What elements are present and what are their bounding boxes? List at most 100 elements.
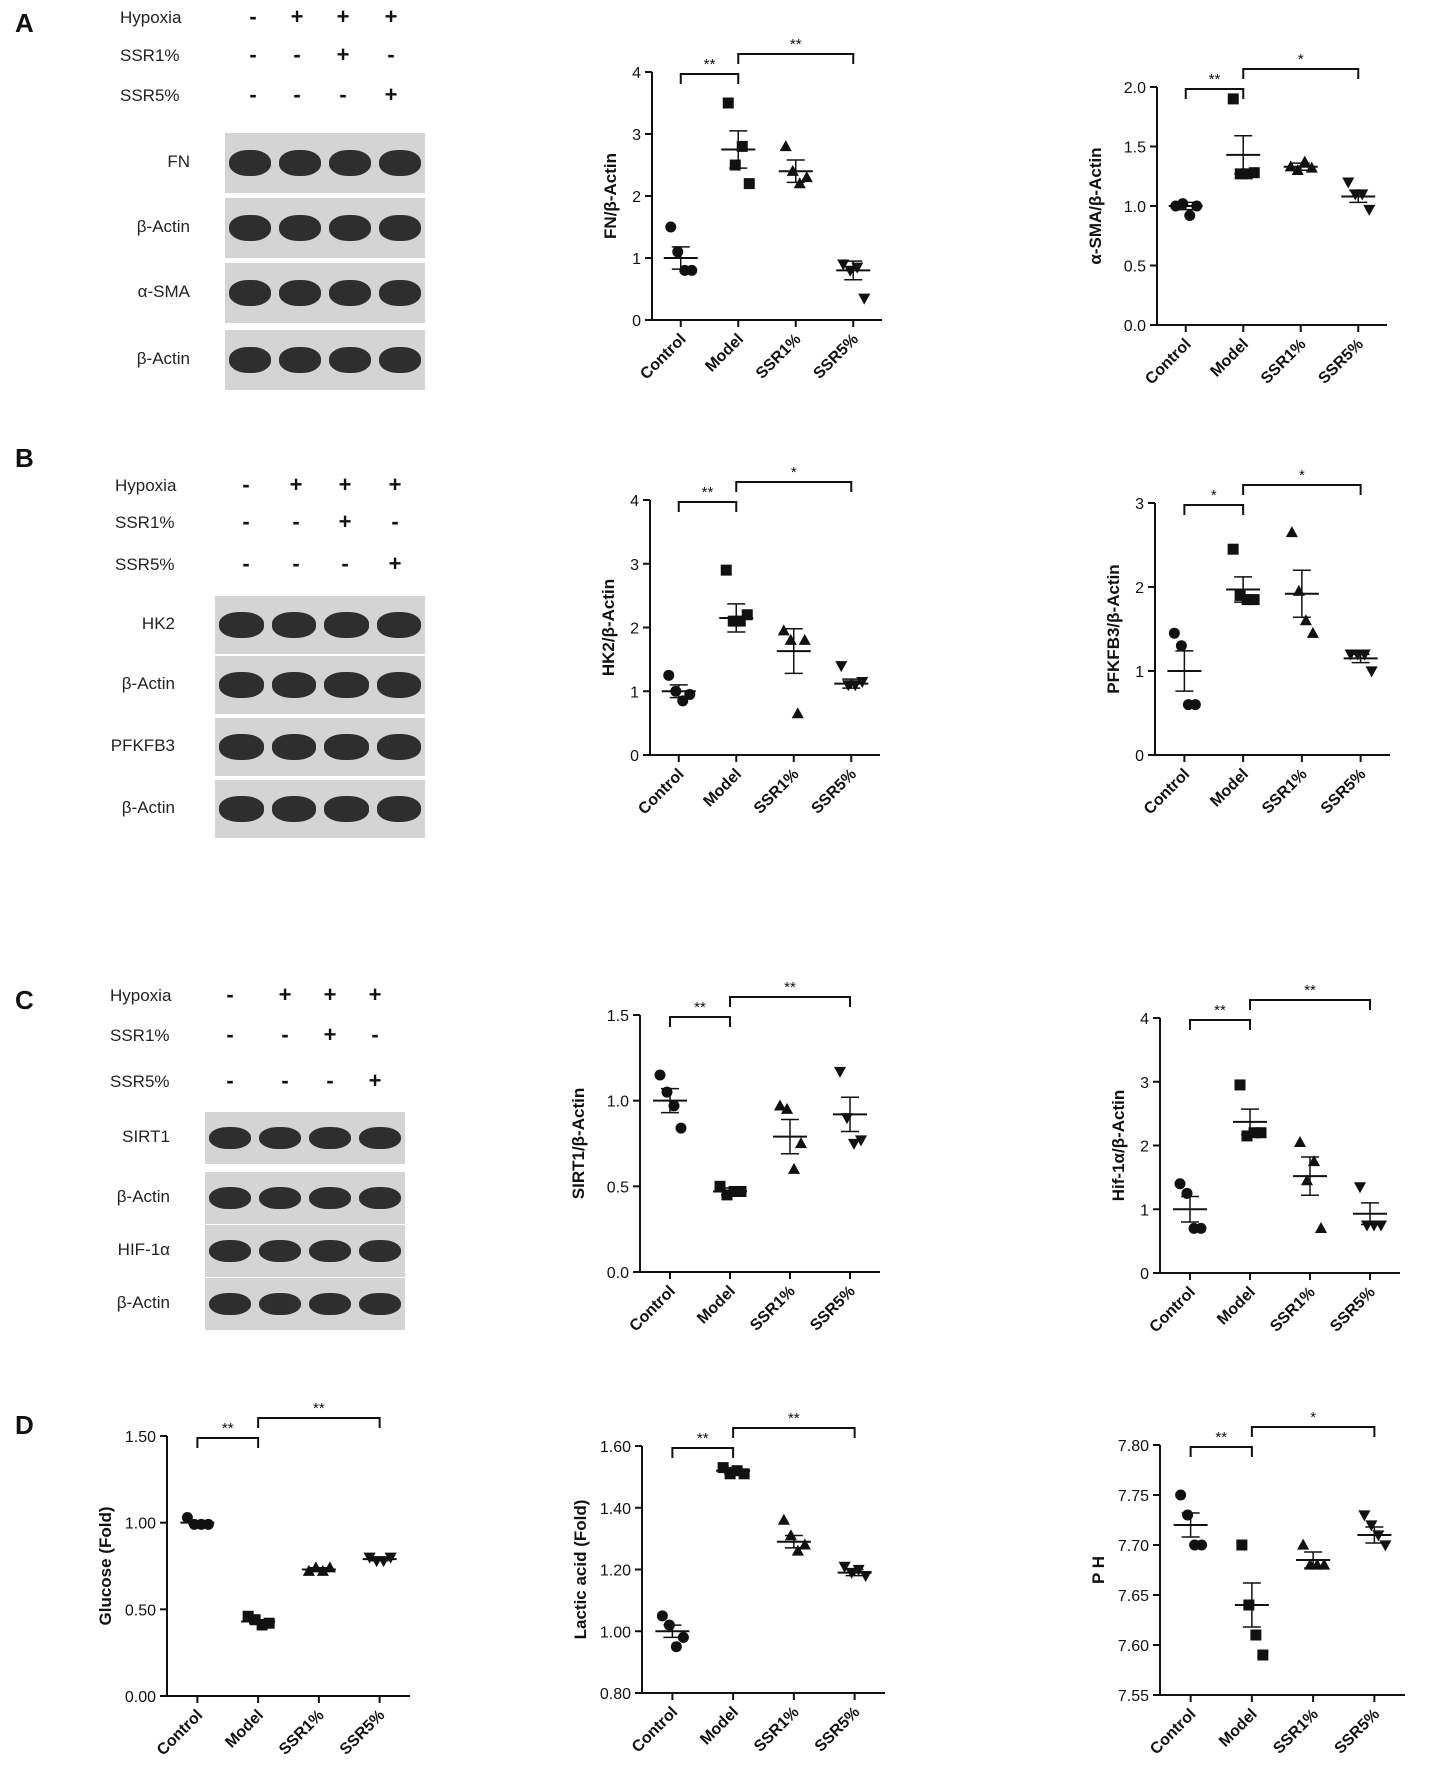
data-point	[1236, 1539, 1248, 1551]
data-point	[784, 633, 797, 645]
data-point	[852, 1564, 865, 1576]
condition-sign: -	[292, 509, 300, 534]
x-tick-label: SSR5%	[810, 331, 862, 383]
x-tick-label: SSR1%	[1258, 336, 1310, 388]
data-point	[859, 1571, 872, 1582]
significance-bracket	[729, 996, 851, 1007]
blot-band	[359, 1292, 401, 1316]
blot-band	[219, 672, 264, 698]
blot-band	[309, 1292, 351, 1316]
data-point	[791, 707, 804, 719]
y-tick-label: 0	[1140, 1266, 1149, 1283]
data-point	[1306, 626, 1319, 638]
significance-bracket	[1242, 484, 1362, 495]
condition-sign: +	[323, 1022, 337, 1047]
condition-label-ssr1: SSR1%	[110, 1026, 170, 1045]
significance-label: **	[1215, 1429, 1227, 1446]
blot-band	[324, 796, 369, 822]
data-point	[1248, 594, 1260, 606]
band-label-actin: β-Actin	[121, 674, 175, 693]
significance-label: **	[694, 999, 706, 1016]
x-tick-label: Model	[697, 1704, 742, 1749]
data-point	[734, 615, 746, 627]
condition-sign: +	[338, 509, 352, 534]
y-tick-label: 1.50	[125, 1429, 156, 1446]
blot-band	[379, 149, 421, 177]
x-tick-label: Control	[637, 331, 689, 383]
y-tick-label: 0.0	[1124, 318, 1146, 335]
blot-band	[376, 612, 421, 638]
y-tick-label: 3	[1135, 496, 1144, 513]
y-tick-label: 4	[630, 493, 639, 510]
y-tick-label: 0.0	[607, 1265, 629, 1282]
chart-asma-actin: 0.0 0.5 1.0 1.5 2.0 α-SMA/β-Actin Control Model…	[1086, 51, 1387, 388]
significance-label: **	[790, 36, 802, 53]
blot-band	[229, 149, 271, 177]
significance-label: **	[784, 979, 796, 996]
data-point	[1365, 666, 1378, 678]
condition-sign: +	[278, 982, 292, 1007]
significance-bracket	[732, 1427, 856, 1438]
band-label-hk2: HK2	[141, 614, 175, 633]
significance-bracket	[1249, 999, 1371, 1010]
band-label-pfkfb3: PFKFB3	[110, 736, 175, 755]
data-point	[1379, 1540, 1392, 1552]
data-point	[1175, 1489, 1187, 1501]
condition-sign: -	[387, 42, 395, 67]
x-tick-label: Model	[694, 1283, 739, 1328]
data-point	[1250, 1629, 1262, 1641]
panel-letter-c: C	[15, 985, 34, 1015]
blot-band	[359, 1186, 401, 1210]
blot-band	[309, 1239, 351, 1263]
x-tick-label: SSR1%	[1270, 1706, 1322, 1758]
blot-strip	[225, 263, 425, 323]
blot-band	[309, 1126, 351, 1150]
condition-label-ssr1: SSR1%	[115, 513, 175, 532]
y-tick-label: 3	[632, 127, 641, 144]
condition-sign: -	[249, 82, 257, 107]
condition-sign: -	[226, 1022, 234, 1047]
y-tick-label: 1.60	[600, 1439, 631, 1456]
data-point	[654, 1069, 666, 1081]
data-point	[835, 661, 848, 673]
y-tick-label: 1.5	[1124, 140, 1146, 157]
data-point	[1241, 1130, 1253, 1142]
blot-band	[259, 1186, 301, 1210]
band-label-actin: β-Actin	[121, 798, 175, 817]
data-point	[1365, 1520, 1378, 1532]
significance-label: *	[1211, 487, 1217, 504]
condition-label-hypoxia: Hypoxia	[110, 986, 172, 1005]
blot-band	[229, 279, 271, 307]
data-point	[1189, 699, 1201, 711]
significance-label: **	[222, 1420, 234, 1437]
condition-sign: -	[242, 509, 250, 534]
blot-band	[329, 279, 371, 307]
blot-band	[209, 1126, 251, 1150]
y-tick-label: 0.5	[1124, 259, 1146, 276]
y-axis-label: P H	[1089, 1556, 1108, 1584]
condition-sign: -	[281, 1022, 289, 1047]
blot-band	[259, 1239, 301, 1263]
y-tick-label: 7.55	[1118, 1688, 1149, 1705]
condition-sign: -	[293, 82, 301, 107]
condition-sign: -	[242, 551, 250, 576]
blot-band	[271, 796, 316, 822]
data-point	[851, 262, 864, 274]
panel-letter-a: A	[15, 8, 34, 38]
data-point	[1227, 93, 1239, 105]
blot-band	[209, 1292, 251, 1316]
data-point	[1356, 189, 1369, 201]
significance-bracket	[1242, 68, 1360, 79]
data-point	[675, 1122, 687, 1134]
data-point	[1196, 1539, 1208, 1551]
data-point	[1255, 1127, 1267, 1139]
significance-label: *	[1299, 467, 1305, 484]
y-tick-label: 4	[1140, 1011, 1149, 1028]
blot-strip	[225, 330, 425, 390]
significance-bracket	[196, 1437, 260, 1448]
blot-band	[324, 734, 369, 760]
blot-band	[379, 346, 421, 374]
x-tick-label: Control	[1147, 1706, 1199, 1758]
condition-sign: -	[391, 509, 399, 534]
data-point	[777, 1513, 790, 1525]
